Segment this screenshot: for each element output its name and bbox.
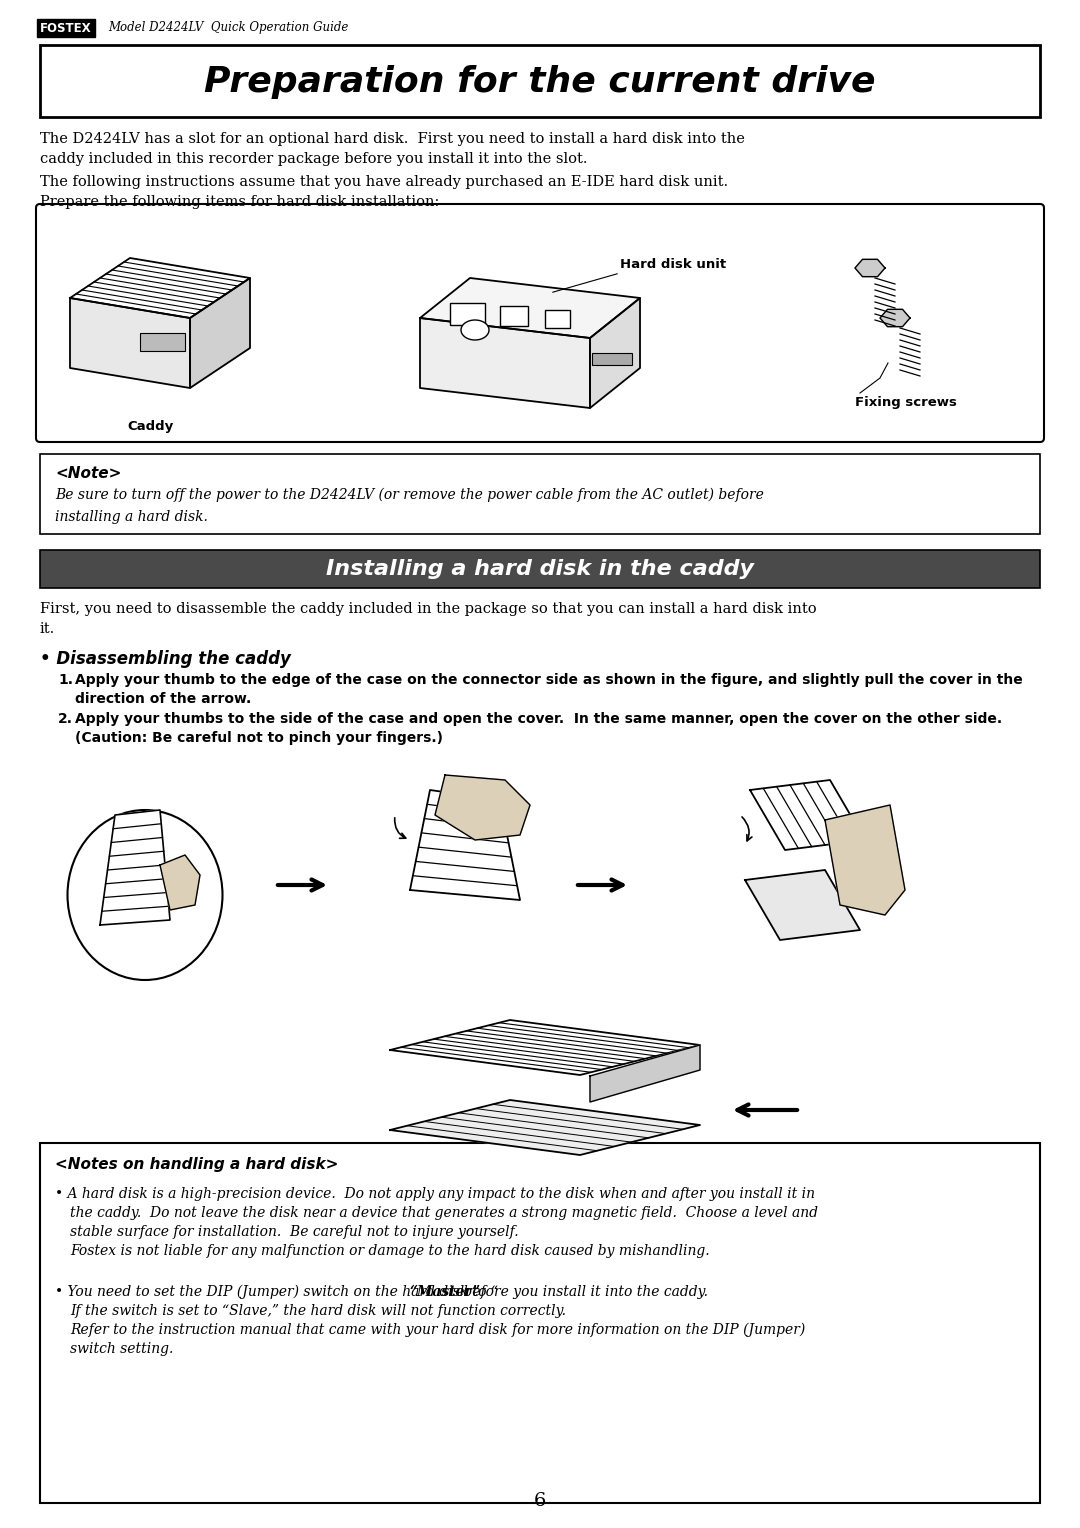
Polygon shape [880, 309, 910, 327]
Text: <Notes on handling a hard disk>: <Notes on handling a hard disk> [55, 1157, 338, 1172]
Polygon shape [410, 790, 519, 900]
Polygon shape [855, 260, 885, 277]
Text: If the switch is set to “Slave,” the hard disk will not function correctly.: If the switch is set to “Slave,” the har… [70, 1303, 566, 1319]
Text: Hard disk unit: Hard disk unit [620, 258, 726, 270]
Polygon shape [590, 298, 640, 408]
Text: Fixing screws: Fixing screws [855, 396, 957, 410]
Text: stable surface for installation.  Be careful not to injure yourself.: stable surface for installation. Be care… [70, 1225, 518, 1239]
Bar [545, 310, 570, 329]
Bar [40, 454, 1040, 533]
Bar [40, 550, 1040, 588]
Bar [40, 44, 1040, 118]
Text: Installing a hard disk in the caddy: Installing a hard disk in the caddy [326, 559, 754, 579]
Text: switch setting.: switch setting. [70, 1342, 174, 1355]
Polygon shape [190, 278, 249, 388]
Text: “Master”: “Master” [409, 1285, 481, 1299]
Text: • A hard disk is a high-precision device.  Do not apply any impact to the disk w: • A hard disk is a high-precision device… [55, 1187, 815, 1201]
Polygon shape [390, 1100, 700, 1155]
Text: First, you need to disassemble the caddy included in the package so that you can: First, you need to disassemble the caddy… [40, 602, 816, 636]
Polygon shape [160, 856, 200, 911]
Text: FOSTEX: FOSTEX [40, 21, 92, 35]
Polygon shape [590, 1045, 700, 1102]
Text: 6: 6 [534, 1491, 546, 1510]
Text: before you install it into the caddy.: before you install it into the caddy. [459, 1285, 708, 1299]
Bar [500, 306, 528, 325]
Polygon shape [420, 278, 640, 338]
Text: Apply your thumb to the edge of the case on the connector side as shown in the f: Apply your thumb to the edge of the case… [75, 672, 1023, 706]
Polygon shape [70, 298, 190, 388]
Text: 1.: 1. [58, 672, 73, 688]
Text: Caddy: Caddy [126, 420, 173, 432]
Text: Model D2424LV  Quick Operation Guide: Model D2424LV Quick Operation Guide [108, 21, 349, 35]
Text: The following instructions assume that you have already purchased an E-IDE hard : The following instructions assume that y… [40, 176, 728, 209]
Polygon shape [825, 805, 905, 915]
Text: 2.: 2. [58, 712, 73, 726]
FancyBboxPatch shape [36, 205, 1044, 442]
Text: • You need to set the DIP (Jumper) switch on the hard disk to “: • You need to set the DIP (Jumper) switc… [55, 1285, 498, 1299]
Bar [40, 1143, 1040, 1504]
Text: Be sure to turn off the power to the D2424LV (or remove the power cable from the: Be sure to turn off the power to the D24… [55, 487, 764, 503]
Text: the caddy.  Do not leave the disk near a device that generates a strong magnetic: the caddy. Do not leave the disk near a … [70, 1206, 818, 1219]
Bar [450, 303, 485, 325]
Polygon shape [70, 258, 249, 318]
Polygon shape [750, 779, 865, 850]
Text: Apply your thumbs to the side of the case and open the cover.  In the same manne: Apply your thumbs to the side of the cas… [75, 712, 1002, 746]
Text: The D2424LV has a slot for an optional hard disk.  First you need to install a h: The D2424LV has a slot for an optional h… [40, 131, 745, 167]
Polygon shape [100, 810, 170, 924]
Ellipse shape [461, 319, 489, 341]
Text: Preparation for the current drive: Preparation for the current drive [204, 66, 876, 99]
Bar [592, 353, 632, 365]
Polygon shape [420, 318, 590, 408]
Polygon shape [435, 775, 530, 840]
Text: <Note>: <Note> [55, 466, 121, 481]
Polygon shape [745, 869, 860, 940]
Bar [140, 333, 185, 351]
Polygon shape [390, 1021, 700, 1076]
Ellipse shape [67, 810, 222, 979]
Text: installing a hard disk.: installing a hard disk. [55, 510, 207, 524]
Text: Fostex is not liable for any malfunction or damage to the hard disk caused by mi: Fostex is not liable for any malfunction… [70, 1244, 710, 1258]
Text: Refer to the instruction manual that came with your hard disk for more informati: Refer to the instruction manual that cam… [70, 1323, 806, 1337]
Text: • Disassembling the caddy: • Disassembling the caddy [40, 649, 291, 668]
